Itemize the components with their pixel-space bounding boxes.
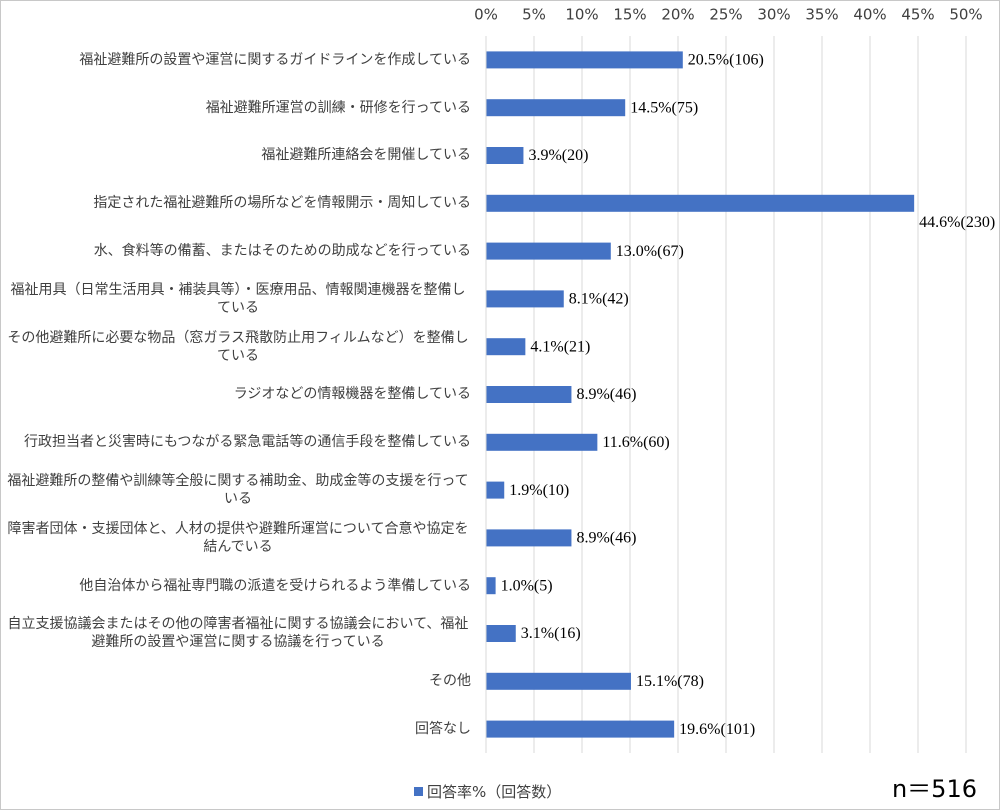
legend: 回答率%（回答数） [414,781,561,802]
y-tick-label: その他 [429,673,471,690]
bar [486,720,675,738]
y-tick-label: 自立支援協議会またはその他の障害者福祉に関する協議会において、福祉避難所の設置や… [7,616,469,651]
x-tick-label: 15% [613,6,646,24]
data-label: 1.9%(10) [509,482,569,499]
y-tick-label-box: 指定された福祉避難所の場所などを情報開示・周知している [5,179,471,227]
data-label: 20.5%(106) [688,52,764,69]
bar [486,290,564,308]
x-tick-label: 5% [522,6,546,24]
y-tick-label-box: 回答なし [5,705,471,753]
data-label: 44.6%(230) [919,214,995,231]
y-tick-label-box: 障害者団体・支援団体と、人材の提供や避難所運営について合意や協定を結んでいる [5,514,471,562]
data-label: 19.6%(101) [679,721,755,738]
annotation: n＝516 [891,775,977,803]
bar [486,51,683,69]
data-label: 1.0%(5) [501,577,553,594]
y-tick-label: 福祉避難所運営の訓練・研修を行っている [205,99,471,116]
y-tick-label-box: その他避難所に必要な物品（窓ガラス飛散防止用フィルムなど）を整備している [5,323,471,371]
y-tick-label: 指定された福祉避難所の場所などを情報開示・周知している [93,195,471,212]
bar [486,625,516,642]
y-tick-label: 福祉避難所連絡会を開催している [261,147,471,164]
bar [486,672,631,690]
y-tick-label-box: 自立支援協議会またはその他の障害者福祉に関する協議会において、福祉避難所の設置や… [5,610,471,658]
data-label: 15.1%(78) [636,673,704,690]
y-tick-label-box: 福祉避難所連絡会を開催している [5,132,471,180]
y-tick-label-box: 福祉避難所の整備や訓練等全般に関する補助金、助成金等の支援を行っている [5,466,471,514]
bar [486,338,526,356]
x-tick-label: 10% [565,6,598,24]
bar [486,194,915,212]
y-tick-label: 行政担当者と災害時にもつながる緊急電話等の通信手段を整備している [23,434,471,451]
y-tick-label: 他自治体から福祉専門職の派遣を受けられるよう準備している [79,577,471,594]
bar [486,386,572,403]
y-tick-label: その他避難所に必要な物品（窓ガラス飛散防止用フィルムなど）を整備している [7,329,469,364]
x-tick-label: 20% [661,6,694,24]
y-tick-label: 福祉用具（日常生活用具・補装具等）・医療用品、情報関連機器を整備している [10,281,466,316]
y-tick-label: 障害者団体・支援団体と、人材の提供や避難所運営について合意や協定を結んでいる [7,520,469,555]
y-tick-label-box: その他 [5,657,471,705]
data-label: 11.6%(60) [602,434,669,451]
bar [486,481,505,499]
y-tick-label-box: 行政担当者と災害時にもつながる緊急電話等の通信手段を整備している [5,418,471,466]
data-label: 3.9%(20) [528,147,588,164]
legend-label: 回答率%（回答数） [427,783,562,801]
y-tick-label: 水、食料等の備蓄、またはそのための助成などを行っている [93,243,471,260]
y-tick-label-box: 水、食料等の備蓄、またはそのための助成などを行っている [5,227,471,275]
y-tick-label-box: 福祉避難所運営の訓練・研修を行っている [5,84,471,132]
y-tick-label-box: 福祉避難所の設置や運営に関するガイドラインを作成している [5,36,471,84]
x-tick-label: 50% [949,6,982,24]
bar [486,529,572,547]
x-tick-label: 30% [757,6,790,24]
bar [486,242,611,260]
x-tick-label: 40% [853,6,886,24]
y-tick-label-box: 他自治体から福祉専門職の派遣を受けられるよう準備している [5,562,471,610]
y-tick-label-box: ラジオなどの情報機器を整備している [5,371,471,419]
data-label: 4.1%(21) [530,338,590,355]
y-tick-label: 福祉避難所の設置や運営に関するガイドラインを作成している [79,51,471,68]
data-label: 3.1%(16) [521,625,581,642]
bar [486,99,626,117]
x-tick-label: 0% [474,6,498,24]
data-label: 13.0%(67) [616,243,684,260]
bar [486,577,496,595]
y-tick-label-box: 福祉用具（日常生活用具・補装具等）・医療用品、情報関連機器を整備している [5,275,471,323]
x-tick-label: 35% [805,6,838,24]
bar [486,147,524,164]
data-label: 8.9%(46) [576,530,636,547]
data-label: 8.1%(42) [569,291,629,308]
data-label: 14.5%(75) [630,99,698,116]
x-tick-label: 25% [709,6,742,24]
legend-swatch [414,787,423,796]
y-tick-label: 回答なし [415,721,471,738]
x-tick-label: 45% [901,6,934,24]
bar [486,433,598,451]
data-label: 8.9%(46) [576,386,636,403]
y-tick-label: 福祉避難所の整備や訓練等全般に関する補助金、助成金等の支援を行っている [7,473,469,508]
y-tick-label: ラジオなどの情報機器を整備している [233,386,471,403]
